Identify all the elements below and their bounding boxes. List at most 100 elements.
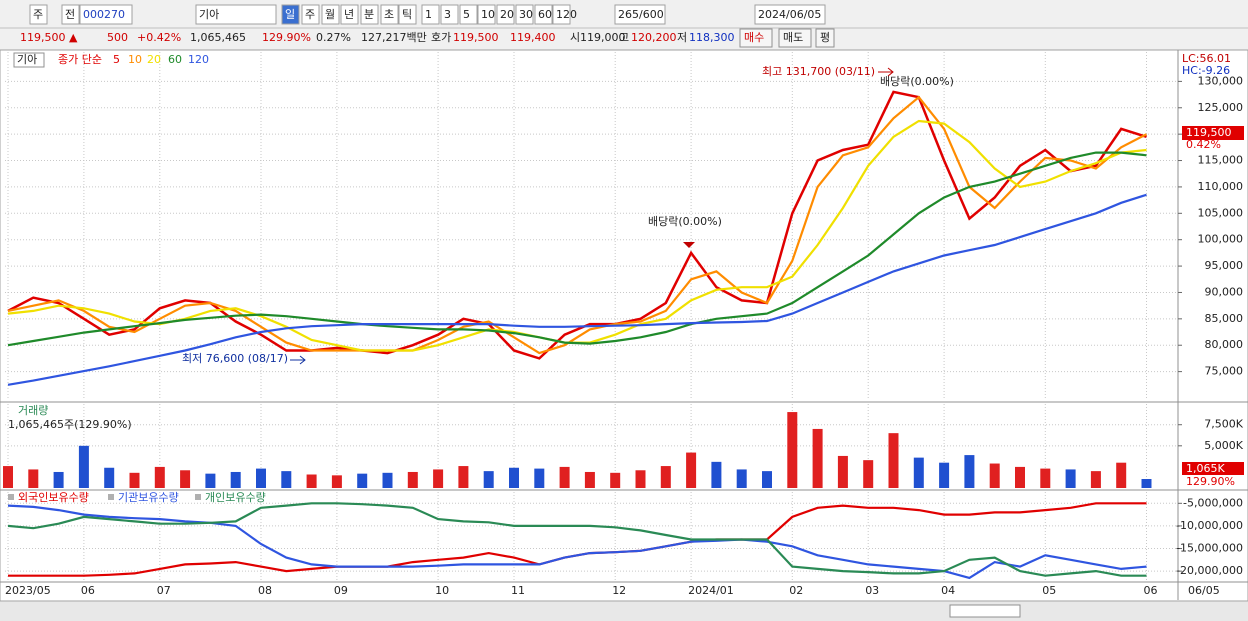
quote-field: 고: [619, 31, 629, 44]
toolbar-button[interactable]: [754, 4, 826, 25]
legend-entry: 120: [188, 53, 209, 66]
x-tick-label: 2024/01: [688, 584, 734, 597]
toolbar-button[interactable]: [340, 4, 359, 25]
toolbar-button[interactable]: [477, 4, 496, 25]
toolbar-label: 주: [33, 8, 43, 21]
toolbar-label: 3: [444, 8, 451, 21]
toolbar-label: 10: [481, 8, 495, 21]
x-tick-label: 04: [941, 584, 955, 597]
volume-bar: [154, 466, 165, 488]
y-tick-label: 125,000: [1198, 101, 1244, 114]
toolbar-button[interactable]: [496, 4, 515, 25]
volume-bar: [104, 467, 115, 488]
y-tick-label: 115,000: [1198, 154, 1244, 167]
stock-name: 기아: [17, 53, 37, 66]
toolbar-button[interactable]: [301, 4, 320, 25]
toolbar-button[interactable]: [614, 4, 666, 25]
volume-bar: [3, 466, 13, 488]
toolbar-button[interactable]: [281, 4, 300, 25]
toolbar-label: 분: [364, 8, 374, 21]
volume-bar: [913, 457, 924, 488]
volume-bar: [584, 471, 595, 488]
quote-field: 127,217백만: [361, 31, 427, 44]
toolbar-button[interactable]: [552, 4, 571, 25]
series-line: [7, 502, 1147, 577]
y-tick-label: 7,500K: [1204, 418, 1243, 431]
quote-field[interactable]: 매도: [783, 31, 803, 44]
x-tick-label: 08: [258, 584, 272, 597]
toolbar-button[interactable]: [79, 4, 133, 25]
quote-field: 0.27%: [316, 31, 351, 44]
annotation: 최고 131,700 (03/11): [762, 65, 875, 78]
last-volume: 1,065K: [1186, 462, 1225, 475]
date-label: 06/05: [1188, 584, 1220, 597]
last-volume-box: [1182, 462, 1244, 475]
quote-field: 119,500: [453, 31, 499, 44]
series-line: [7, 151, 1147, 347]
toolbar-button[interactable]: [515, 4, 534, 25]
order-button[interactable]: [739, 28, 773, 48]
toolbar-label: 20: [500, 8, 514, 21]
volume-bar: [863, 460, 874, 488]
volume-bar: [939, 462, 950, 488]
toolbar-button[interactable]: [29, 4, 48, 25]
y-tick-label: 80,000: [1205, 338, 1244, 351]
toolbar-label: 틱: [402, 8, 412, 21]
legend-entry: 60: [168, 53, 182, 66]
quote-field: 500: [107, 31, 128, 44]
volume-bar: [711, 461, 722, 488]
volume-bar: [1141, 479, 1152, 488]
y-tick-label: -15,000,000: [1176, 542, 1243, 555]
volume-bar: [610, 472, 621, 488]
toolbar-label: 5: [463, 8, 470, 21]
x-tick-label: 06: [81, 584, 95, 597]
volume-bar: [281, 471, 292, 488]
y-tick-label: -10,000,000: [1176, 519, 1243, 532]
toolbar-button[interactable]: [421, 4, 440, 25]
x-tick-label: 12: [612, 584, 626, 597]
volume-bar: [1040, 468, 1051, 488]
legend-title: 종가 단순: [58, 53, 102, 66]
toolbar-button[interactable]: [61, 4, 80, 25]
order-button[interactable]: [815, 28, 835, 48]
hc-label: HC:-9.26: [1182, 64, 1230, 77]
volume-bar: [78, 445, 89, 488]
legend-swatch: [195, 494, 201, 500]
toolbar-button[interactable]: [398, 4, 417, 25]
volume-bar: [129, 472, 140, 488]
scroll-thumb[interactable]: [949, 604, 1021, 618]
annotation-arrow: [683, 242, 695, 248]
volume-bar: [180, 470, 191, 488]
volume-bar: [357, 473, 368, 488]
volume-bar: [483, 471, 494, 488]
quote-field: 시: [570, 31, 580, 44]
volume-bar: [256, 468, 266, 488]
volume-bar: [736, 469, 747, 488]
quote-field[interactable]: 평: [820, 31, 830, 44]
toolbar-label: 년: [344, 8, 354, 21]
volume-bar: [787, 412, 798, 488]
toolbar-button[interactable]: [321, 4, 340, 25]
toolbar-label: 120: [556, 8, 577, 21]
series-line: [7, 95, 1148, 355]
legend-entry: 20: [147, 53, 161, 66]
quote-field: 129.90%: [262, 31, 311, 44]
volume-bar: [382, 472, 393, 488]
volume-bar: [509, 467, 519, 488]
panel-subtitle: 1,065,465주(129.90%): [8, 418, 132, 431]
toolbar-button[interactable]: [534, 4, 553, 25]
volume-bar: [635, 470, 646, 488]
toolbar-button[interactable]: [360, 4, 379, 25]
order-button[interactable]: [778, 28, 812, 48]
panel-title: 거래량: [18, 404, 48, 417]
y-tick-label: 75,000: [1205, 365, 1244, 378]
scroll-bar[interactable]: [0, 602, 1248, 621]
quote-field[interactable]: 매수: [744, 31, 764, 44]
volume-bar: [1090, 471, 1101, 488]
toolbar-button[interactable]: [195, 4, 277, 25]
toolbar-button[interactable]: [380, 4, 399, 25]
toolbar-button[interactable]: [440, 4, 459, 25]
toolbar-button[interactable]: [459, 4, 478, 25]
toolbar-label: 일: [285, 7, 295, 21]
stock-name-box: [13, 52, 45, 68]
